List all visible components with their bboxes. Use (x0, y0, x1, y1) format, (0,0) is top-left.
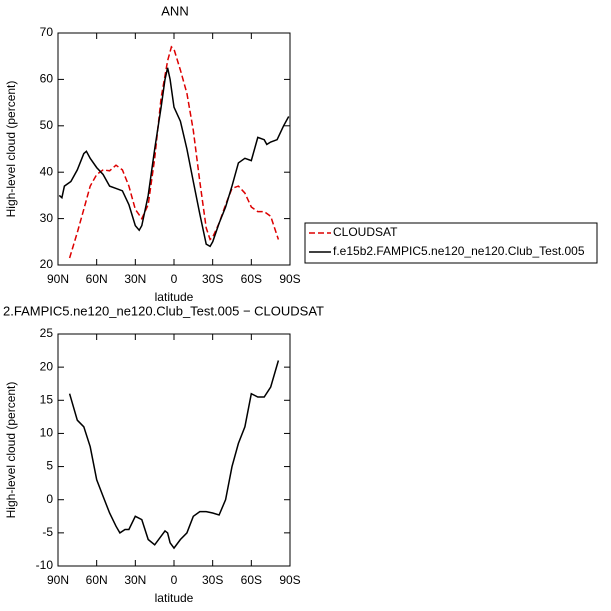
y-tick-label: 25 (40, 326, 54, 340)
y-tick-label: 20 (40, 359, 54, 373)
y-tick-label: 40 (40, 164, 54, 178)
x-tick-label: 90S (279, 272, 300, 286)
x-tick-label: 60S (241, 573, 262, 587)
x-tick-label: 0 (171, 272, 178, 286)
x-tick-label: 90N (47, 573, 69, 587)
y-tick-label: 50 (40, 118, 54, 132)
y-axis-label: High-level cloud (percent) (4, 382, 18, 519)
x-tick-label: 0 (171, 573, 178, 587)
y-tick-label: -5 (42, 525, 53, 539)
plot-frame (57, 333, 291, 567)
x-tick-label: 60N (86, 272, 108, 286)
x-axis-label: latitude (155, 591, 194, 605)
chart-title: ANN (161, 3, 188, 18)
y-tick-label: 5 (46, 459, 53, 473)
x-tick-label: 30N (124, 272, 146, 286)
x-tick-label: 60S (241, 272, 262, 286)
chart-title: 2.FAMPIC5.ne120_ne120.Club_Test.005 − CL… (3, 303, 324, 318)
legend-label: CLOUDSAT (333, 225, 398, 239)
y-tick-label: 30 (40, 211, 54, 225)
x-tick-label: 60N (86, 573, 108, 587)
y-tick-label: 15 (40, 392, 54, 406)
y-tick-label: 70 (40, 25, 54, 39)
data-line (68, 360, 280, 550)
x-tick-label: 90N (47, 272, 69, 286)
y-axis-label: High-level cloud (percent) (4, 81, 18, 218)
x-tick-label: 30S (202, 272, 223, 286)
x-axis-label: latitude (155, 290, 194, 304)
y-tick-label: 10 (40, 426, 54, 440)
y-tick-label: 20 (40, 257, 54, 271)
y-tick-label: 60 (40, 72, 54, 86)
x-tick-label: 30N (124, 573, 146, 587)
data-line (58, 67, 290, 248)
x-tick-label: 90S (279, 573, 300, 587)
legend-label: f.e15b2.FAMPIC5.ne120_ne120.Club_Test.00… (333, 244, 585, 258)
y-tick-label: 0 (46, 492, 53, 506)
data-line (68, 45, 280, 259)
y-tick-label: -10 (36, 558, 54, 572)
x-tick-label: 30S (202, 573, 223, 587)
legend-box (304, 222, 598, 264)
